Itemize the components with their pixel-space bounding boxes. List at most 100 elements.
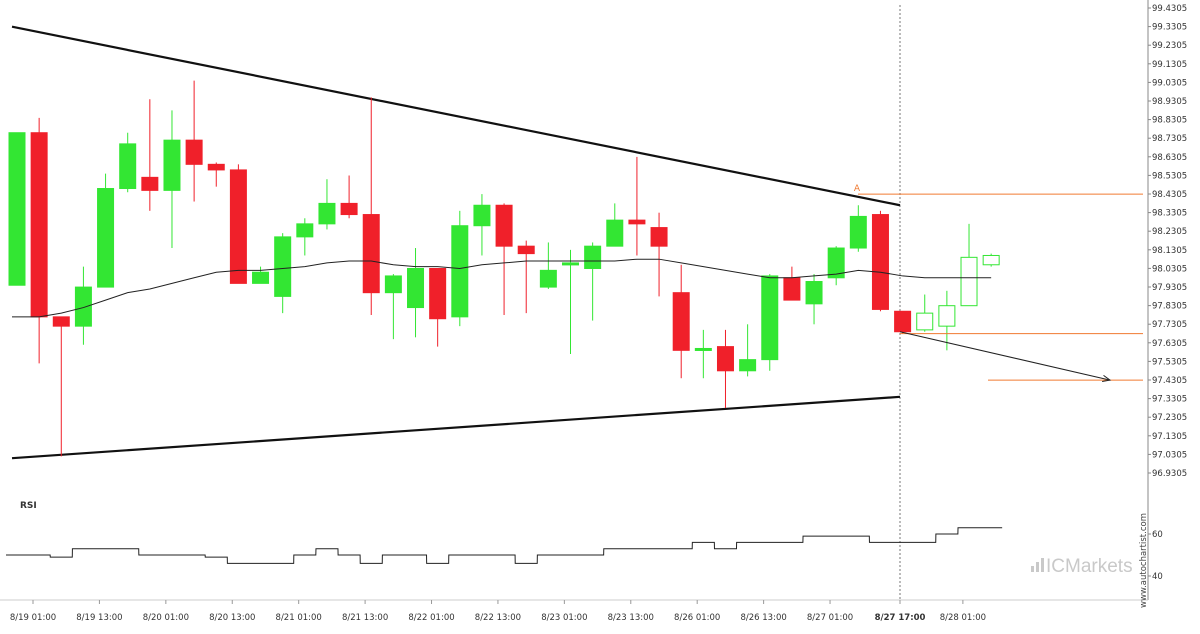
x-tick-label: 8/22 01:00 [408,613,454,623]
candle [650,227,668,247]
pattern-marker-label: A [854,184,861,194]
candle [74,286,92,327]
y-tick-label: 98.1305 [1152,246,1187,256]
y-tick-label: 97.0305 [1152,450,1187,460]
candle [274,236,292,297]
candle [739,359,757,372]
pattern-annotations: A [854,184,1143,382]
x-tick-label: 8/20 01:00 [143,613,189,623]
x-tick-label: 8/27 17:00 [875,613,926,623]
y-tick-label: 97.2305 [1152,413,1187,423]
candle [229,169,247,284]
candle [562,262,579,266]
y-tick-label: 97.8305 [1152,302,1187,312]
x-tick-label: 8/22 13:00 [475,613,521,623]
projected-candle [982,254,1000,266]
x-tick-label: 8/21 13:00 [342,613,388,623]
logo-bar [1036,562,1039,572]
y-tick-label: 96.9305 [1152,469,1187,479]
y-tick-label: 98.8305 [1152,116,1187,126]
candle [119,143,137,190]
candle [252,271,270,284]
rsi-panel: RSI 60 40 [6,501,1163,582]
candle [716,346,734,372]
y-tick-label: 98.7305 [1152,134,1187,144]
candle [783,277,801,301]
y-tick-label: 97.5305 [1152,357,1187,367]
candle [849,215,867,249]
candle [495,204,513,247]
axes: 99.4305 99.3305 99.2305 99.1305 99.0305 98.93… [0,0,1187,623]
candle [871,214,889,310]
forecast-arrow-line [899,331,1111,381]
candle [296,223,314,238]
y-tick-label: 97.9305 [1152,283,1187,293]
rsi-tick-label: 60 [1152,530,1163,540]
triangle-lower-line [11,395,901,460]
x-tick-label: 8/19 13:00 [76,613,122,623]
candle [628,219,646,225]
candle [451,225,469,318]
moving-average [12,258,992,318]
candle [539,269,557,288]
candle [8,132,26,286]
x-tick-label: 8/27 01:00 [807,613,853,623]
projected-candle [960,256,978,307]
candle [606,219,624,247]
projected-candle [916,312,934,331]
y-tick-label: 98.4305 [1152,190,1187,200]
candle [827,247,845,279]
y-tick-label: 98.5305 [1152,171,1187,181]
candle [805,281,823,305]
x-tick-label: 8/19 01:00 [10,613,56,623]
y-tick-label: 98.2305 [1152,227,1187,237]
candle [672,292,690,351]
candle [163,139,181,191]
candle [407,267,425,309]
y-tick-label: 97.1305 [1152,432,1187,442]
candle [30,132,48,318]
candles [8,80,1000,457]
candle [894,310,912,333]
y-tick-label: 97.7305 [1152,320,1187,330]
y-tick-label: 97.3305 [1152,395,1187,405]
logo-bar [1031,566,1034,572]
candle [473,204,491,227]
candle [384,275,402,294]
projected-candle [938,305,956,327]
candle [318,202,336,225]
x-tick-label: 8/26 01:00 [674,613,720,623]
x-tick-label: 8/26 13:00 [740,613,786,623]
y-tick-label: 98.3305 [1152,209,1187,219]
candle [694,347,712,351]
candle [429,267,447,320]
rsi-line [6,527,1003,564]
watermark-text: www.autochartist.com [1139,513,1149,608]
y-tick-label: 99.4305 [1152,4,1187,14]
y-tick-label: 98.0305 [1152,264,1187,274]
candle [185,139,203,165]
moving-average-line [12,258,992,318]
y-tick-label: 99.2305 [1152,41,1187,51]
x-tick-label: 8/23 01:00 [541,613,587,623]
pattern-lines [11,25,901,460]
x-tick-label: 8/23 13:00 [608,613,654,623]
candle [207,163,225,171]
candle [517,245,535,255]
y-tick-label: 98.9305 [1152,97,1187,107]
logo-text: ICMarkets [1046,556,1133,577]
branding: ICMarkets www.autochartist.com [1031,513,1149,608]
rsi-title: RSI [20,501,37,511]
candle [761,275,779,361]
x-tick-label: 8/20 13:00 [209,613,255,623]
triangle-upper-line [11,25,901,207]
y-tick-label: 98.6305 [1152,153,1187,163]
candle [97,188,115,288]
candle [584,245,602,269]
candle [340,202,358,216]
candle [141,176,159,191]
candle [362,214,380,294]
y-tick-label: 97.4305 [1152,376,1187,386]
y-tick-label: 99.1305 [1152,60,1187,70]
